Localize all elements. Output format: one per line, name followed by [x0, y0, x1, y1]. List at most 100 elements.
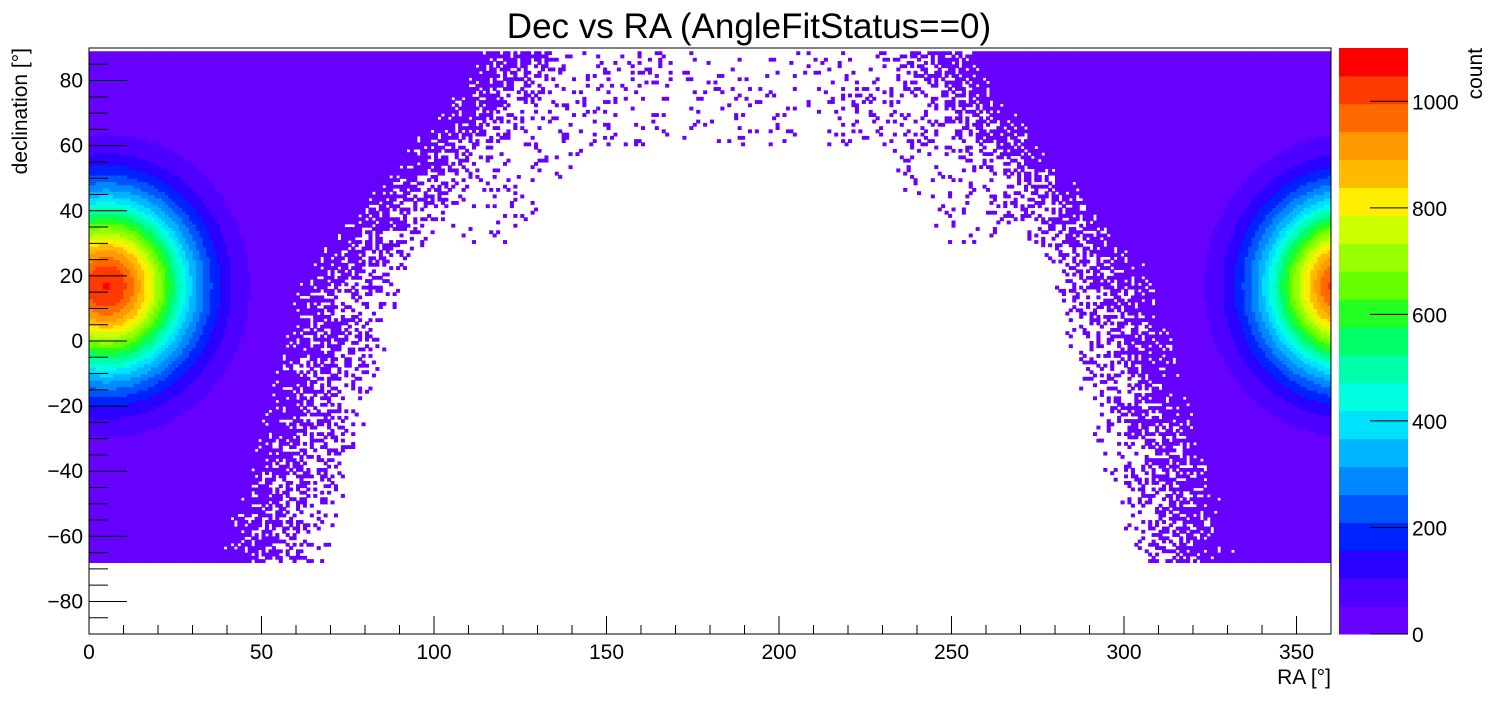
heatmap-cell [95, 341, 100, 345]
heatmap-cell [109, 103, 114, 108]
heatmap-cell [123, 516, 128, 521]
heatmap-cell [106, 438, 111, 443]
heatmap-cell [99, 461, 104, 466]
heatmap-cell [99, 288, 104, 293]
heatmap-cell [120, 113, 125, 117]
heatmap-cell [95, 161, 100, 166]
heatmap-cell [102, 103, 107, 108]
heatmap-cell [95, 57, 100, 62]
heatmap-cell [99, 210, 104, 215]
heatmap-cell [102, 402, 107, 407]
heatmap-cell [116, 207, 121, 212]
heatmap-cell [102, 145, 107, 150]
heatmap-cell [99, 331, 104, 336]
heatmap-cell [92, 393, 97, 397]
heatmap-cell [106, 497, 111, 502]
heatmap-cell [89, 152, 94, 157]
heatmap-cell [116, 201, 121, 205]
heatmap-cell [95, 187, 100, 192]
heatmap-cell [120, 549, 125, 554]
heatmap-cell [99, 275, 104, 280]
heatmap-cell [102, 266, 107, 270]
heatmap-cell [116, 113, 121, 117]
heatmap-cell [109, 217, 114, 222]
heatmap-cell [120, 269, 125, 274]
heatmap-cell [99, 51, 104, 56]
heatmap-cell [99, 57, 104, 62]
heatmap-cell [120, 393, 125, 397]
heatmap-cell [116, 288, 121, 293]
heatmap-cell [120, 96, 125, 101]
heatmap-cell [95, 109, 100, 114]
heatmap-cell [113, 191, 118, 196]
heatmap-cell [99, 555, 104, 560]
heatmap-cell [109, 210, 114, 215]
heatmap-cell [99, 321, 104, 326]
heatmap-cell [106, 142, 111, 147]
heatmap-cell [95, 184, 100, 189]
heatmap-cell [120, 402, 125, 407]
heatmap-cell [116, 77, 121, 82]
heatmap-cell [102, 236, 107, 241]
heatmap-cell [120, 480, 125, 485]
heatmap-cell [92, 171, 97, 176]
heatmap-cell [95, 204, 100, 209]
heatmap-cell [106, 220, 111, 225]
heatmap-cell [99, 477, 104, 482]
heatmap-cell [116, 227, 121, 231]
heatmap-cell [92, 126, 97, 130]
heatmap-cell [106, 83, 111, 88]
heatmap-cell [102, 116, 107, 121]
heatmap-cell [106, 308, 111, 313]
heatmap-cell [109, 54, 114, 59]
heatmap-cell [89, 419, 94, 423]
heatmap-cell [102, 536, 107, 541]
heatmap-cell [102, 106, 107, 111]
heatmap-cell [116, 513, 121, 518]
heatmap-cell [109, 461, 114, 466]
heatmap-cell [95, 126, 100, 130]
heatmap-cell [109, 373, 114, 378]
heatmap-cell [89, 513, 94, 518]
heatmap-cell [92, 445, 97, 450]
heatmap-cell [123, 533, 128, 537]
heatmap-cell [95, 464, 100, 469]
heatmap-cell [99, 269, 104, 274]
heatmap-cell [106, 419, 111, 423]
heatmap-cell [109, 494, 114, 498]
heatmap-cell [109, 74, 114, 78]
heatmap-cell [109, 428, 114, 433]
heatmap-cell [106, 145, 111, 150]
heatmap-cell [120, 516, 125, 521]
heatmap-cell [106, 539, 111, 544]
heatmap-cell [113, 448, 118, 453]
heatmap-cell [113, 210, 118, 215]
heatmap-cell [116, 363, 121, 368]
heatmap-cell [92, 64, 97, 69]
heatmap-cell [116, 57, 121, 62]
heatmap-cell [102, 409, 107, 414]
heatmap-cell [116, 158, 121, 163]
heatmap-cell [95, 122, 100, 127]
heatmap-cell [92, 539, 97, 544]
heatmap-cell [120, 559, 125, 563]
heatmap-cell [99, 533, 104, 537]
heatmap-cell [120, 386, 125, 391]
heatmap-cell [123, 539, 128, 544]
heatmap-cell [106, 279, 111, 283]
heatmap-cell [92, 259, 97, 264]
heatmap-cell [92, 432, 97, 437]
heatmap-cell [120, 357, 125, 362]
heatmap-cell [95, 165, 100, 170]
heatmap-cell [106, 311, 111, 316]
heatmap-cell [109, 536, 114, 541]
heatmap-cell [120, 103, 125, 108]
heatmap-cell [89, 142, 94, 147]
heatmap-cell [89, 132, 94, 137]
heatmap-cell [99, 240, 104, 244]
heatmap-cell [113, 171, 118, 176]
heatmap-cell [109, 399, 114, 404]
heatmap-cell [116, 461, 121, 466]
heatmap-cell [106, 100, 111, 104]
heatmap-cell [109, 487, 114, 492]
